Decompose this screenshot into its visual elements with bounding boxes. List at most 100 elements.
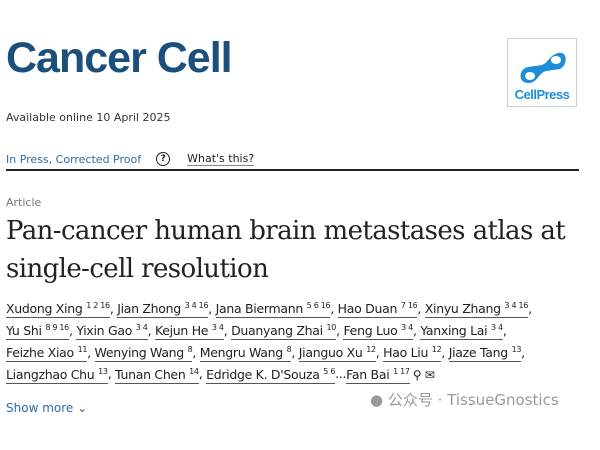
cellpress-logo[interactable]: CellPress xyxy=(507,38,577,107)
author-separator: , xyxy=(528,301,532,317)
author-name: Jiaze Tang xyxy=(448,344,508,360)
whats-this-link[interactable]: What's this? xyxy=(187,152,255,166)
author-affiliations: 10 xyxy=(326,322,337,332)
author-row: Liangzhao Chu 13, Tunan Chen 14, Edridge… xyxy=(6,366,532,388)
author-name: Fan Bai xyxy=(346,366,390,382)
author-name: Tunan Chen xyxy=(115,366,186,382)
author-separator: , xyxy=(223,322,232,338)
author-name: Liangzhao Chu xyxy=(6,366,95,382)
author-separator: , xyxy=(330,301,338,317)
author-separator: , xyxy=(291,344,299,360)
author-name: Mengru Wang xyxy=(199,344,283,360)
author-name: Yu Shi xyxy=(6,322,42,338)
question-circle-icon[interactable]: ? xyxy=(156,152,171,166)
author-name: Xinyu Zhang xyxy=(424,301,501,317)
journal-title[interactable]: Cancer Cell xyxy=(6,34,233,82)
author-link[interactable]: Tunan Chen 14 xyxy=(115,366,199,384)
status-row: In Press, Corrected Proof ? What's this? xyxy=(6,152,255,166)
author-separator: , xyxy=(412,322,421,338)
author-affiliations: 3 4 16 xyxy=(504,301,529,310)
author-link[interactable]: Feng Luo 3 4 xyxy=(343,322,413,340)
author-link[interactable]: Jianguo Xu 12 xyxy=(298,344,376,362)
author-row: Xudong Xing 1 2 16, Jian Zhong 3 4 16, J… xyxy=(6,301,532,323)
cellpress-logo-text: CellPress xyxy=(514,87,570,102)
author-separator: , xyxy=(68,322,77,338)
author-name: Hao Liu xyxy=(383,344,429,360)
author-link[interactable]: Yu Shi 8 9 16 xyxy=(6,323,69,340)
author-separator: , xyxy=(417,301,425,317)
author-affiliations: 14 xyxy=(189,366,199,376)
article-status: In Press, Corrected Proof xyxy=(6,152,142,166)
author-row: Feizhe Xiao 11, Wenying Wang 8, Mengru W… xyxy=(6,345,532,367)
person-icon[interactable]: ⚲ xyxy=(412,367,422,382)
author-link[interactable]: Mengru Wang 8 xyxy=(199,344,292,362)
wechat-icon: ● xyxy=(370,391,384,409)
author-name: Yixin Gao xyxy=(76,322,133,338)
author-separator: , xyxy=(147,322,155,338)
author-list: Xudong Xing 1 2 16, Jian Zhong 3 4 16, J… xyxy=(6,301,532,388)
author-link[interactable]: Kejun He 3 4 xyxy=(154,322,224,340)
author-link[interactable]: Edridge K. D'Souza 5 6 xyxy=(206,366,336,384)
article-type: Article xyxy=(6,196,42,209)
show-more-label: Show more xyxy=(6,401,74,415)
author-separator: , xyxy=(109,301,118,317)
author-affiliations: 11 xyxy=(77,344,88,354)
author-separator: , xyxy=(107,366,116,382)
author-separator: ... xyxy=(335,366,347,382)
author-link[interactable]: Wenying Wang 8 xyxy=(94,344,193,362)
author-separator: , xyxy=(192,344,200,360)
author-name: Jian Zhong xyxy=(117,301,181,317)
author-affiliations: 5 6 xyxy=(323,366,336,376)
author-affiliations: 3 4 xyxy=(490,322,503,332)
author-link[interactable]: Duanyang Zhai 10 xyxy=(231,323,336,340)
author-name: Duanyang Zhai xyxy=(231,322,323,338)
author-name: Yanxing Lai xyxy=(420,322,488,338)
author-affiliations: 1 17 xyxy=(393,366,410,376)
cellpress-logo-mark-icon xyxy=(520,52,566,83)
author-link[interactable]: Hao Liu 12 xyxy=(383,344,442,362)
author-separator: , xyxy=(441,344,449,360)
author-name: Kejun He xyxy=(154,322,209,338)
author-affiliations: 12 xyxy=(431,344,442,354)
author-affiliations: 5 6 16 xyxy=(306,301,331,310)
author-name: Jianguo Xu xyxy=(298,344,363,360)
author-row: Yu Shi 8 9 16, Yixin Gao 3 4, Kejun He 3… xyxy=(6,323,532,345)
author-link[interactable]: Yanxing Lai 3 4 xyxy=(420,323,503,340)
article-title: Pan-cancer human brain metastases atlas … xyxy=(6,212,586,288)
author-link[interactable]: Jian Zhong 3 4 16 xyxy=(117,301,209,319)
author-name: Jana Biermann xyxy=(215,301,304,317)
author-name: Xudong Xing xyxy=(6,301,83,317)
author-affiliations: 13 xyxy=(98,366,108,376)
author-affiliations: 12 xyxy=(366,344,376,354)
author-affiliations: 8 xyxy=(187,344,193,354)
author-link[interactable]: Feizhe Xiao 11 xyxy=(6,345,87,362)
author-name: Hao Duan xyxy=(337,301,398,317)
author-affiliations: 3 4 xyxy=(135,322,148,332)
author-link[interactable]: Xinyu Zhang 3 4 16 xyxy=(424,301,529,319)
author-separator: , xyxy=(521,344,525,360)
author-link[interactable]: Fan Bai 1 17 xyxy=(346,366,410,384)
author-affiliations: 8 9 16 xyxy=(45,322,69,332)
author-affiliations: 1 2 16 xyxy=(86,301,110,310)
availability-date: Available online 10 April 2025 xyxy=(6,111,171,124)
author-affiliations: 3 4 xyxy=(401,322,413,332)
author-affiliations: 3 4 16 xyxy=(184,301,209,310)
envelope-icon[interactable]: ✉ xyxy=(424,367,435,382)
author-link[interactable]: Jiaze Tang 13 xyxy=(448,344,521,362)
author-separator: , xyxy=(208,301,216,317)
author-name: Edridge K. D'Souza xyxy=(206,366,320,382)
show-more-button[interactable]: Show more ⌄ xyxy=(6,401,87,415)
author-name: Wenying Wang xyxy=(94,344,185,360)
author-separator: , xyxy=(87,344,95,360)
author-link[interactable]: Liangzhao Chu 13 xyxy=(6,366,108,384)
author-link[interactable]: Hao Duan 7 16 xyxy=(337,301,418,319)
author-separator: , xyxy=(502,322,507,338)
author-name: Feizhe Xiao xyxy=(6,344,74,360)
author-link[interactable]: Yixin Gao 3 4 xyxy=(76,322,148,340)
author-separator: , xyxy=(375,344,384,360)
author-link[interactable]: Xudong Xing 1 2 16 xyxy=(6,301,110,319)
author-affiliations: 8 xyxy=(286,344,292,354)
author-affiliations: 7 16 xyxy=(400,301,418,310)
author-link[interactable]: Jana Biermann 5 6 16 xyxy=(215,301,331,319)
